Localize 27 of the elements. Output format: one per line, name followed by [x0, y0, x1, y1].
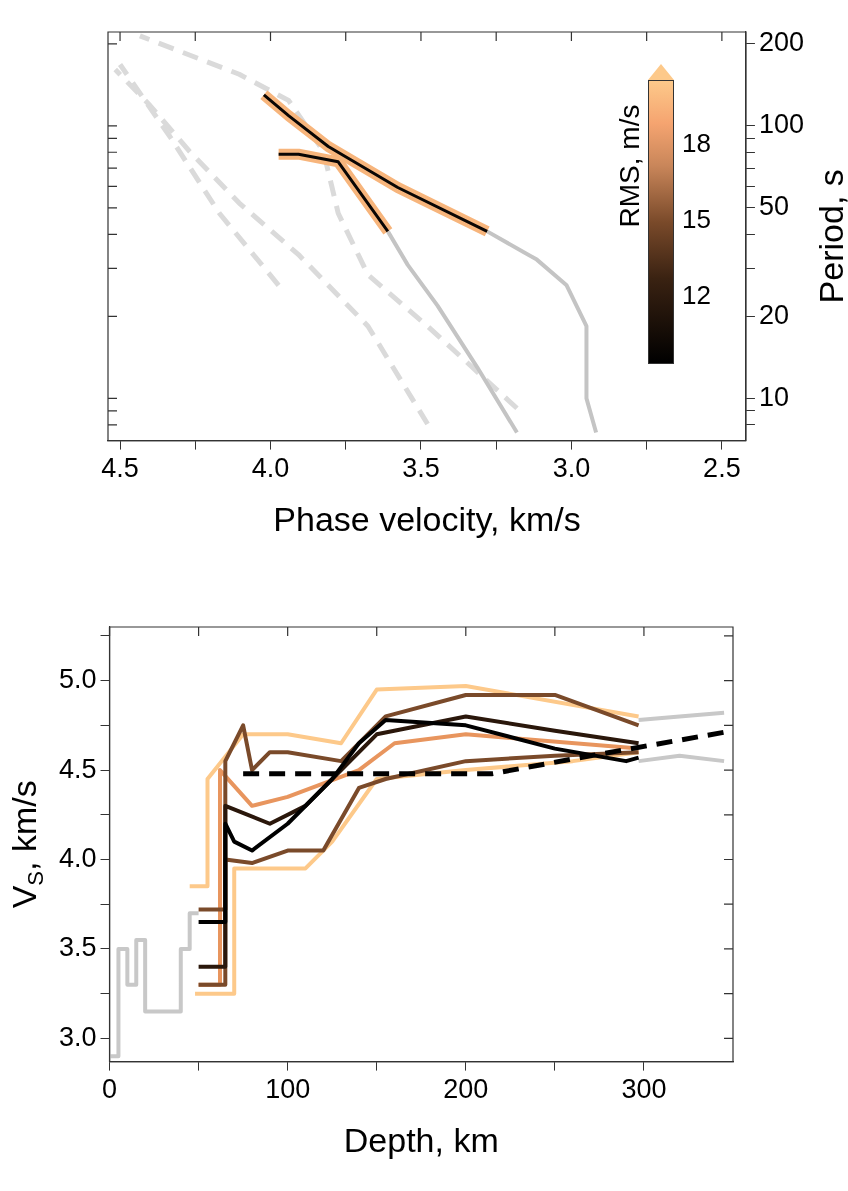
- y-tick-label: 4.5: [58, 753, 97, 784]
- x-tick-label: 2.5: [703, 453, 741, 484]
- y-tick-label: 10: [758, 381, 789, 412]
- x-axis-title: Phase velocity, km/s: [273, 500, 581, 539]
- y-axis-title: Period, s: [812, 169, 848, 304]
- y-tick-label: 3.5: [58, 932, 97, 963]
- annotation: 18: [682, 128, 711, 159]
- x-tick-label: 3.0: [552, 453, 591, 484]
- y-axis-title: VS, km/s: [5, 780, 49, 909]
- y-tick-label: 200: [758, 27, 805, 58]
- x-tick-label: 0: [102, 1074, 118, 1105]
- y-tick-label: 50: [758, 191, 789, 222]
- y-tick-label: 3.0: [58, 1021, 97, 1052]
- y-tick-label: 20: [758, 299, 789, 330]
- x-tick-label: 100: [265, 1074, 311, 1105]
- y-tick-label: 100: [758, 109, 805, 140]
- y-tick-label: 4.0: [58, 842, 97, 873]
- x-tick-label: 300: [621, 1074, 667, 1105]
- y-tick-label: 5.0: [58, 664, 97, 695]
- annotation: 12: [682, 280, 711, 311]
- annotation: 15: [682, 204, 711, 235]
- x-axis-title: Depth, km: [343, 1121, 499, 1160]
- x-tick-label: 4.5: [101, 453, 139, 484]
- x-tick-label: 200: [443, 1074, 489, 1105]
- x-tick-label: 4.0: [251, 453, 290, 484]
- color-bar-title: RMS, m/s: [614, 103, 646, 230]
- x-tick-label: 3.5: [402, 453, 440, 484]
